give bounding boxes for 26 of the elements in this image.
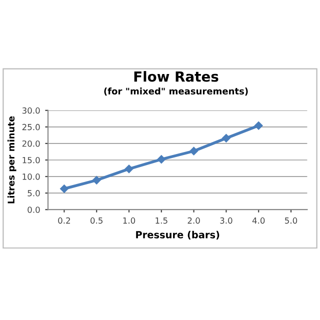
y-axis-title: Litres per minute [8,116,16,204]
point [222,134,230,142]
point [60,184,68,193]
point [190,146,198,156]
chart-title: Flow Rates [134,71,218,82]
y-tick-label: 0.0 [28,206,40,213]
x-tick-label: 3.0 [220,217,232,224]
y-tick-label: 20.0 [22,140,40,147]
x-tick-label: 0.2 [58,217,70,224]
x-tick-label: 4.0 [252,217,265,224]
point [254,121,263,130]
x-tick-label: 5.0 [285,217,298,224]
y-tick-label: 10.0 [22,174,40,180]
y-tick-label: 15.0 [22,156,40,164]
y-tick-label: 5.0 [28,190,40,196]
point [92,176,101,184]
point [124,164,134,174]
x-tick-label: 0.5 [90,217,102,224]
y-tick-label: 30.0 [22,107,40,114]
chart-subtitle: (for "mixed" measurements) [104,88,248,96]
x-tick-label: 1.5 [156,217,168,224]
x-tick-label: 2.0 [188,217,200,224]
y-tick-label: 25.0 [22,124,40,130]
point [157,155,166,164]
x-tick-label: 1.0 [123,217,136,224]
x-axis-title: Pressure (bars) [136,230,220,240]
